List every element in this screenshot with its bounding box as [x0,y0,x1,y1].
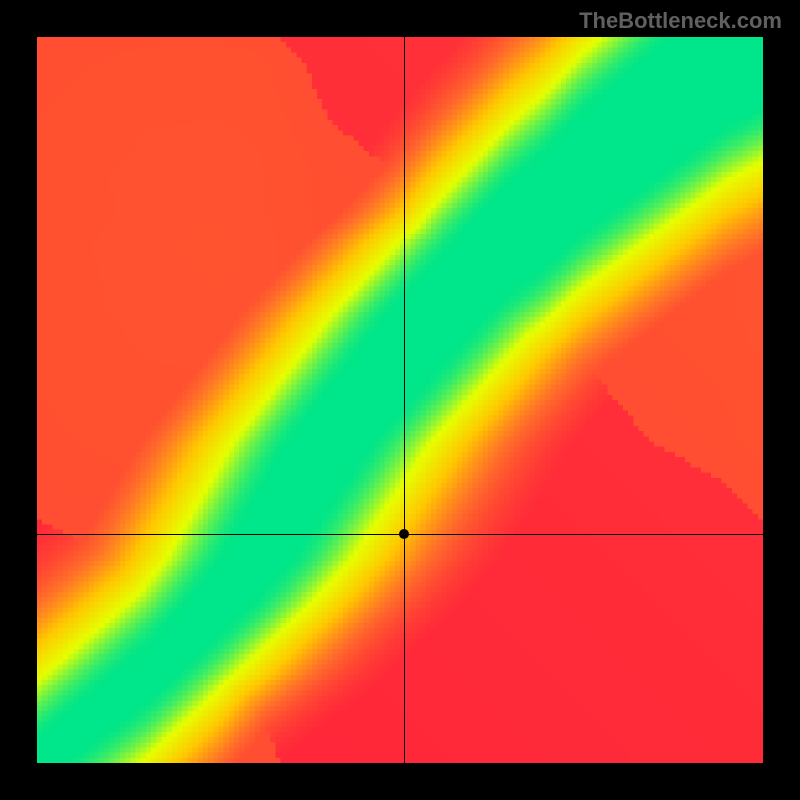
heatmap-canvas [37,37,763,763]
crosshair-marker-dot [399,529,409,539]
heatmap-chart [37,37,763,763]
crosshair-vertical [404,37,405,763]
watermark-text: TheBottleneck.com [579,8,782,34]
